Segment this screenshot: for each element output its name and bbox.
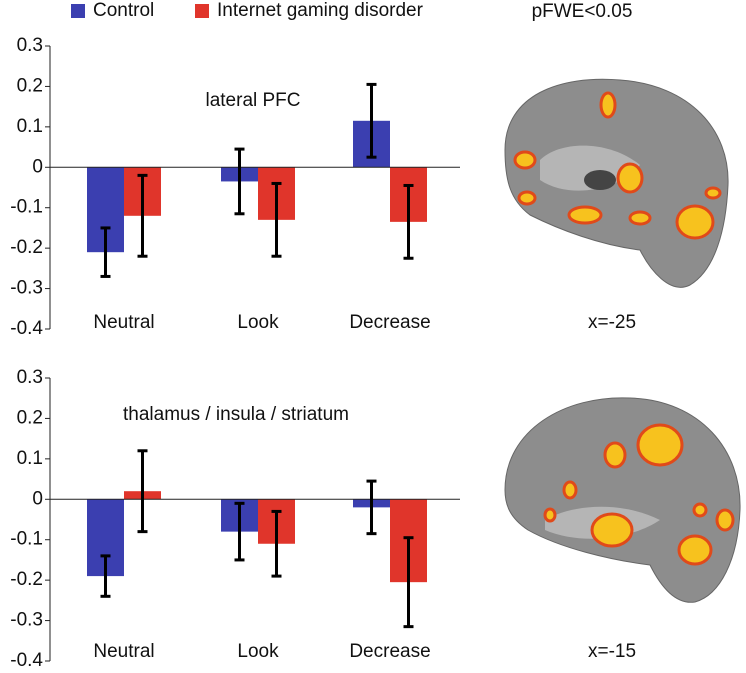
- legend-swatch: [71, 4, 85, 18]
- error-bar: [137, 449, 148, 534]
- y-tick-label: 0.3: [17, 367, 43, 388]
- y-tick-label: 0.2: [17, 75, 43, 96]
- error-bar: [234, 501, 245, 562]
- error-bar: [137, 173, 148, 258]
- y-tick-label: -0.2: [10, 237, 43, 258]
- x-tick-label: Neutral: [93, 312, 154, 333]
- y-tick-label: 0.1: [17, 116, 43, 137]
- annotation: lateral PFC: [205, 90, 300, 111]
- y-tick-label: 0.2: [17, 407, 43, 428]
- y-tick-label: 0: [32, 488, 43, 509]
- error-bar: [100, 226, 111, 278]
- y-tick-label: 0: [32, 156, 43, 177]
- legend-label: Control: [93, 0, 154, 21]
- error-bar: [100, 554, 111, 598]
- image-label: x=-15: [588, 641, 636, 662]
- brain-image: [504, 78, 729, 288]
- x-tick-label: Decrease: [349, 312, 430, 333]
- x-tick-label: Decrease: [349, 641, 430, 662]
- image-label: x=-25: [588, 312, 636, 333]
- annotation: thalamus / insula / striatum: [123, 404, 349, 425]
- error-bar: [234, 147, 245, 216]
- x-tick-label: Look: [237, 312, 279, 333]
- y-tick-label: -0.4: [10, 650, 43, 668]
- y-tick-label: -0.4: [10, 318, 43, 339]
- brain-image: [504, 397, 741, 603]
- error-bar: [271, 509, 282, 578]
- legend-label: Internet gaming disorder: [217, 0, 424, 21]
- y-tick-label: -0.3: [10, 610, 43, 631]
- threshold-label: pFWE<0.05: [532, 1, 633, 22]
- y-tick-label: -0.1: [10, 529, 43, 550]
- error-bar: [366, 82, 377, 159]
- y-tick-label: -0.3: [10, 278, 43, 299]
- error-bar: [403, 536, 414, 629]
- error-bar: [403, 183, 414, 260]
- x-tick-label: Look: [237, 641, 279, 662]
- error-bar: [366, 479, 377, 536]
- y-tick-label: 0.3: [17, 35, 43, 56]
- y-tick-label: 0.1: [17, 448, 43, 469]
- y-tick-label: -0.2: [10, 569, 43, 590]
- error-bar: [271, 181, 282, 258]
- y-tick-label: -0.1: [10, 197, 43, 218]
- x-tick-label: Neutral: [93, 641, 154, 662]
- legend-swatch: [195, 4, 209, 18]
